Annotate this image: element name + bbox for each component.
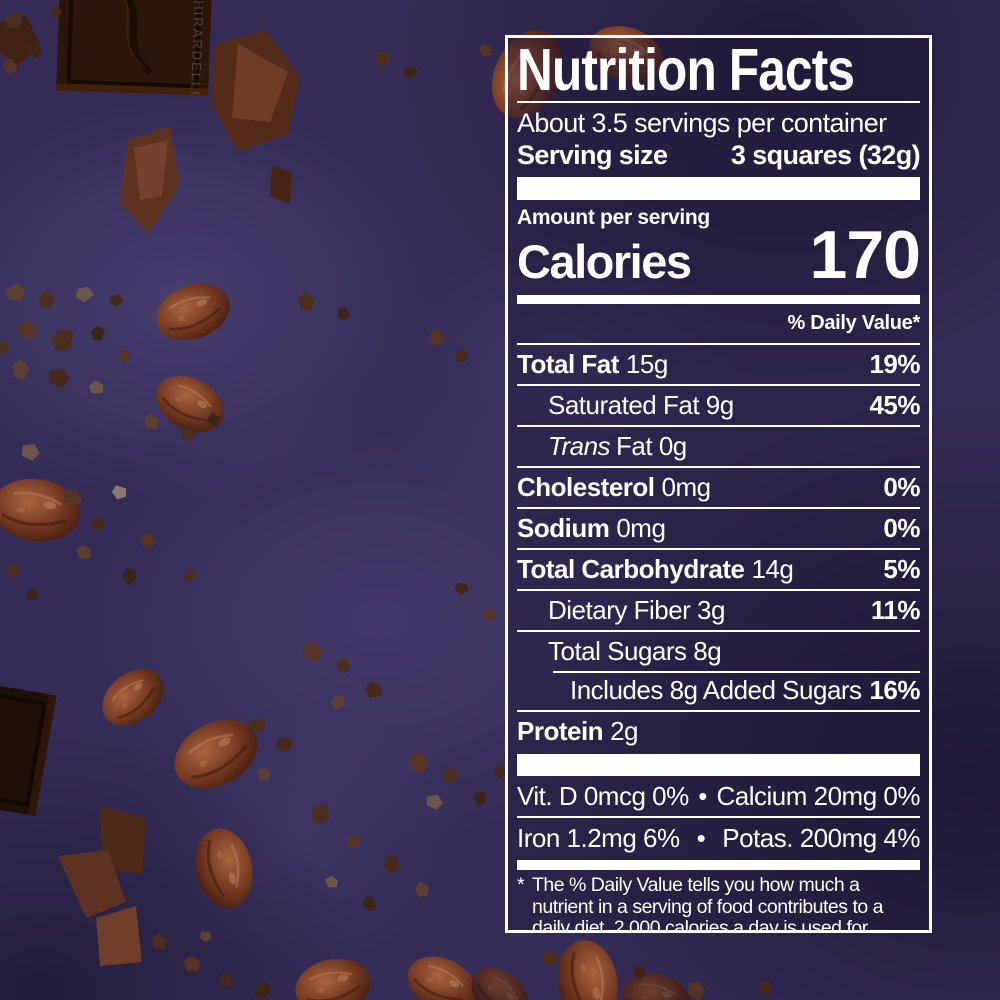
title-rule: [517, 101, 920, 103]
chocolate-square: [0, 674, 57, 816]
nutrient-amount: 15g: [625, 349, 668, 379]
calories-value: 170: [809, 217, 921, 293]
nutrient-row-cholesterol: Cholesterol 0mg 0%: [517, 466, 920, 507]
nutrient-amount: 0mg: [661, 472, 712, 502]
footnote-text: The % Daily Value tells you how much a n…: [532, 874, 883, 933]
divider-bar-thick: [517, 754, 920, 776]
nutrient-name: Cholesterol: [517, 472, 655, 502]
chocolate-square: GHIRARDELLI: [56, 0, 213, 97]
nutrient-daily-value: 0%: [883, 513, 920, 543]
nutrient-row-total-carbohydrate: Total Carbohydrate 14g 5%: [517, 548, 920, 589]
nutrient-amount: 14g: [751, 554, 794, 584]
bullet-separator: •: [698, 781, 707, 811]
nutrient-name: Dietary Fiber 3g: [548, 595, 725, 625]
micronutrient-left: Vit. D 0mcg 0%: [517, 781, 689, 811]
nutrient-row-trans-fat: Trans Fat 0g: [517, 425, 920, 466]
micronutrient-left: Iron 1.2mg 6%: [517, 823, 680, 853]
footnote: * The % Daily Value tells you how much a…: [517, 874, 920, 933]
nutrient-name: Total Fat: [517, 349, 619, 379]
nutrient-name: Saturated Fat 9g: [548, 390, 734, 420]
serving-size-label: Serving size: [517, 140, 668, 170]
nutrient-row-added-sugars: Includes 8g Added Sugars 16%: [517, 671, 920, 710]
cacao-beans: [0, 15, 695, 1000]
nutrient-daily-value: 5%: [883, 554, 920, 584]
nutrient-daily-value: 19%: [869, 349, 920, 379]
amount-per-serving: Amount per serving: [517, 206, 710, 229]
nutrient-name: Includes 8g Added Sugars: [570, 675, 862, 705]
calories-row: Calories 170: [517, 217, 921, 293]
nutrient-row-total-sugars: Total Sugars 8g: [517, 630, 920, 671]
divider-bar-small: [517, 860, 920, 870]
nutrient-daily-value: 16%: [869, 675, 920, 705]
chocolate-shards: [0, 16, 300, 966]
footnote-marker: *: [517, 874, 525, 896]
micronutrient-right: Calcium 20mg 0%: [716, 781, 921, 811]
brand-emboss-text: GHIRARDELLI: [188, 0, 207, 97]
nutrient-row-sodium: Sodium 0mg 0%: [517, 507, 920, 548]
daily-value-header: % Daily Value*: [517, 304, 920, 345]
nutrient-rows: Total Fat 15g 19% Saturated Fat 9g 45% T…: [517, 345, 921, 751]
micronutrient-right: Potas. 200mg 4%: [722, 823, 920, 853]
nutrient-row-total-fat: Total Fat 15g 19%: [517, 345, 920, 384]
micronutrient-row-vitd-calcium: Vit. D 0mcg 0% • Calcium 20mg 0%: [517, 776, 920, 816]
nutrient-name: Sodium: [517, 513, 610, 543]
nutrient-row-saturated-fat: Saturated Fat 9g 45%: [517, 384, 920, 425]
nutrition-facts-label: Nutrition Facts About 3.5 servings per c…: [505, 35, 932, 933]
nutrient-name: Total Carbohydrate: [517, 554, 745, 584]
serving-size-value: 3 squares (32g): [730, 140, 921, 170]
nutrient-row-protein: Protein 2g: [517, 710, 920, 751]
nutrient-amount: Fat 0g: [616, 431, 687, 461]
label-title: Nutrition Facts: [517, 37, 855, 103]
servings-per-container: About 3.5 servings per container: [517, 108, 887, 138]
nutrient-name: Total Sugars 8g: [548, 636, 722, 666]
nutrient-name: Protein: [517, 716, 604, 746]
nutrient-amount: 2g: [610, 716, 638, 746]
bullet-separator: •: [696, 823, 706, 853]
calories-label: Calories: [517, 235, 692, 288]
nutrient-amount: 0mg: [616, 513, 666, 543]
divider-bar-thick: [517, 177, 920, 200]
divider-bar-medium: [517, 295, 920, 304]
micronutrient-row-iron-potassium: Iron 1.2mg 6% • Potas. 200mg 4%: [517, 816, 920, 858]
nutrient-daily-value: 11%: [870, 595, 921, 625]
nutrient-row-dietary-fiber: Dietary Fiber 3g 11%: [517, 589, 921, 630]
nutrient-daily-value: 0%: [883, 472, 920, 502]
serving-size-row: Serving size 3 squares (32g): [517, 139, 921, 172]
nutrient-daily-value: 45%: [869, 390, 920, 420]
nutrient-name-italic: Trans: [548, 431, 611, 461]
